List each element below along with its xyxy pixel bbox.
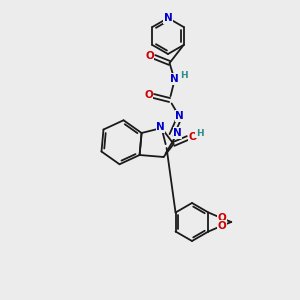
- Text: H: H: [196, 128, 203, 137]
- Text: N: N: [164, 13, 172, 23]
- Text: O: O: [218, 213, 226, 223]
- Text: H: H: [180, 71, 188, 80]
- Text: O: O: [145, 51, 154, 61]
- Text: N: N: [170, 74, 179, 84]
- Text: N: N: [175, 111, 184, 121]
- Text: O: O: [188, 132, 197, 142]
- Text: N: N: [156, 122, 165, 132]
- Text: O: O: [218, 221, 226, 231]
- Text: N: N: [173, 128, 182, 138]
- Text: O: O: [144, 90, 153, 100]
